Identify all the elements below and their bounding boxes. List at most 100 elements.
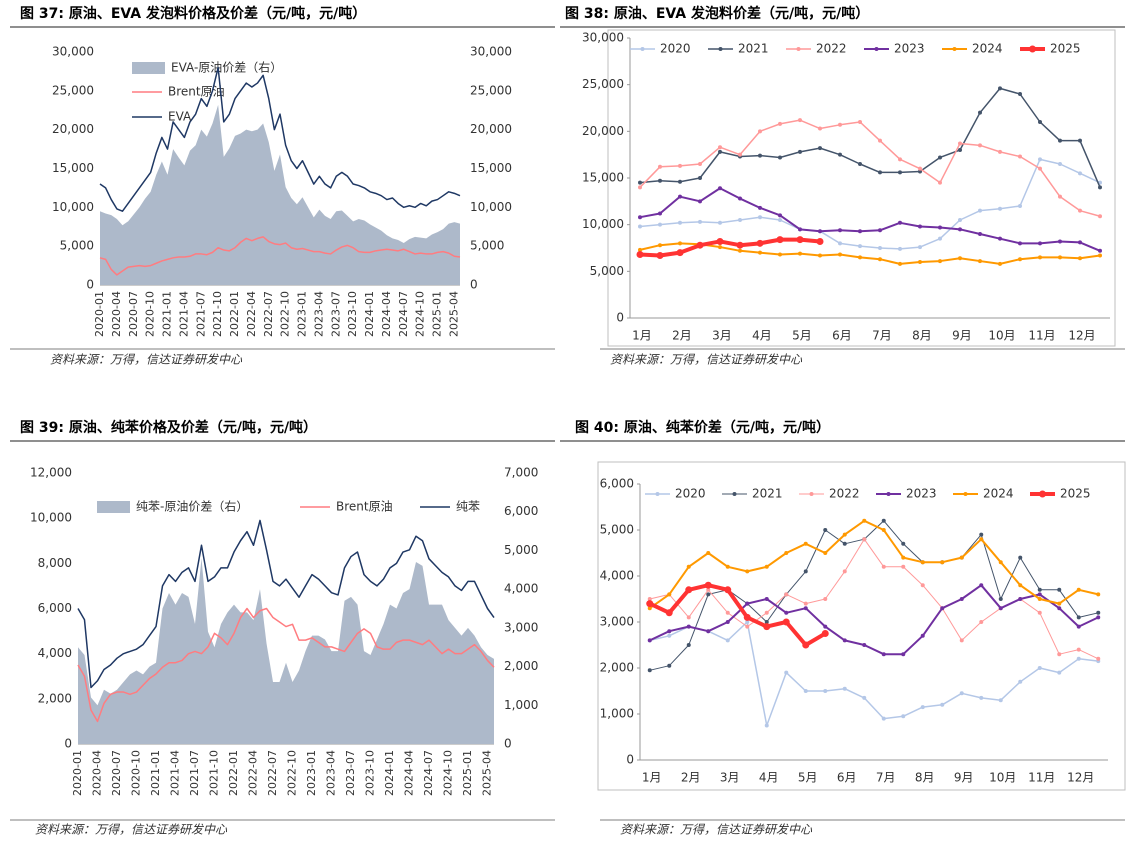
x-tick-label: 8月 — [915, 771, 935, 785]
marker — [1037, 597, 1042, 601]
marker — [686, 615, 691, 620]
marker — [667, 663, 672, 668]
y2-tick-label: 2,000 — [504, 659, 538, 673]
legend-label: 2020 — [675, 487, 706, 501]
marker — [718, 186, 722, 191]
marker — [920, 560, 925, 565]
marker — [745, 569, 750, 574]
x-tick-label: 2020-07 — [110, 750, 123, 796]
marker — [1038, 166, 1042, 171]
marker — [1078, 171, 1082, 176]
legend-label: 2020 — [660, 42, 691, 56]
chart-frame — [597, 461, 1126, 791]
x-tick-label: 2023-07 — [344, 750, 357, 796]
area — [100, 104, 460, 286]
marker — [764, 610, 769, 615]
x-tick-label: 2023-04 — [312, 291, 325, 337]
x-tick-label: 11月 — [1028, 329, 1055, 343]
legend-label: 2023 — [894, 42, 925, 56]
marker — [803, 569, 808, 574]
legend-label: 2022 — [816, 42, 847, 56]
line — [77, 607, 495, 723]
marker — [838, 152, 842, 157]
x-tick-label: 2024-07 — [397, 291, 410, 337]
marker — [718, 149, 722, 154]
legend-marker — [640, 47, 645, 51]
legend-swatch — [97, 501, 130, 513]
y-tick-label: 15,000 — [52, 161, 94, 175]
marker — [901, 714, 906, 719]
marker — [858, 229, 862, 234]
marker — [938, 259, 942, 264]
legend-marker — [809, 492, 814, 496]
marker — [638, 180, 642, 185]
y-tick-label: 3,000 — [600, 615, 634, 629]
marker — [745, 624, 750, 629]
marker — [958, 148, 962, 152]
x-tick-label: 2020-07 — [127, 291, 140, 337]
marker — [784, 592, 789, 597]
marker — [979, 695, 984, 700]
marker — [782, 618, 790, 626]
marker — [738, 152, 742, 157]
marker — [816, 237, 824, 245]
marker — [920, 705, 925, 710]
x-tick-label: 10月 — [989, 771, 1016, 785]
marker — [718, 245, 722, 250]
x-tick-label: 2025-01 — [461, 750, 474, 796]
marker — [978, 143, 982, 148]
marker — [862, 695, 867, 700]
marker — [763, 623, 771, 631]
marker — [1057, 587, 1062, 592]
y2-tick-label: 6,000 — [504, 504, 538, 518]
x-tick-label: 3月 — [712, 329, 732, 343]
marker — [998, 698, 1003, 703]
marker — [1096, 615, 1101, 620]
marker — [938, 180, 942, 185]
y2-tick-label: 0 — [470, 278, 478, 292]
marker — [738, 248, 742, 253]
marker — [920, 633, 925, 638]
legend-marker — [796, 47, 801, 51]
x-tick-label: 9月 — [952, 329, 972, 343]
x-tick-label: 2022-07 — [266, 750, 279, 796]
marker — [1098, 253, 1102, 258]
marker — [1076, 647, 1081, 652]
legend-label: Brent原油 — [168, 85, 225, 99]
marker — [1058, 138, 1062, 143]
marker — [776, 236, 784, 244]
marker — [802, 641, 810, 649]
area — [78, 558, 494, 744]
marker — [1038, 157, 1042, 162]
line — [77, 519, 495, 689]
y2-tick-label: 7,000 — [504, 466, 538, 480]
marker — [918, 166, 922, 171]
legend-marker — [952, 47, 957, 51]
line — [649, 584, 1099, 656]
marker — [1037, 587, 1042, 592]
marker — [738, 218, 742, 222]
marker — [838, 122, 842, 127]
y-tick-label: 10,000 — [30, 511, 72, 525]
x-tick-label: 2月 — [672, 329, 692, 343]
marker — [667, 633, 672, 638]
marker — [784, 551, 789, 555]
marker — [764, 723, 769, 728]
marker — [959, 691, 964, 696]
x-tick-label: 2021-07 — [194, 291, 207, 337]
y-tick-label: 6,000 — [38, 601, 72, 615]
source-note: 资料来源：万得，信达证券研发中心 — [50, 353, 243, 367]
marker — [823, 551, 828, 555]
marker — [667, 592, 672, 597]
x-tick-label: 2023-01 — [296, 291, 309, 337]
marker — [901, 652, 906, 657]
marker — [758, 129, 762, 134]
y-tick-label: 6,000 — [600, 477, 634, 491]
marker — [938, 225, 942, 230]
y-tick-label: 0 — [616, 311, 624, 325]
marker — [898, 220, 902, 225]
legend-label: 2021 — [738, 42, 769, 56]
x-tick-label: 4月 — [759, 771, 779, 785]
source-note: 资料来源：万得，信达证券研发中心 — [610, 353, 803, 367]
marker — [1076, 656, 1081, 661]
